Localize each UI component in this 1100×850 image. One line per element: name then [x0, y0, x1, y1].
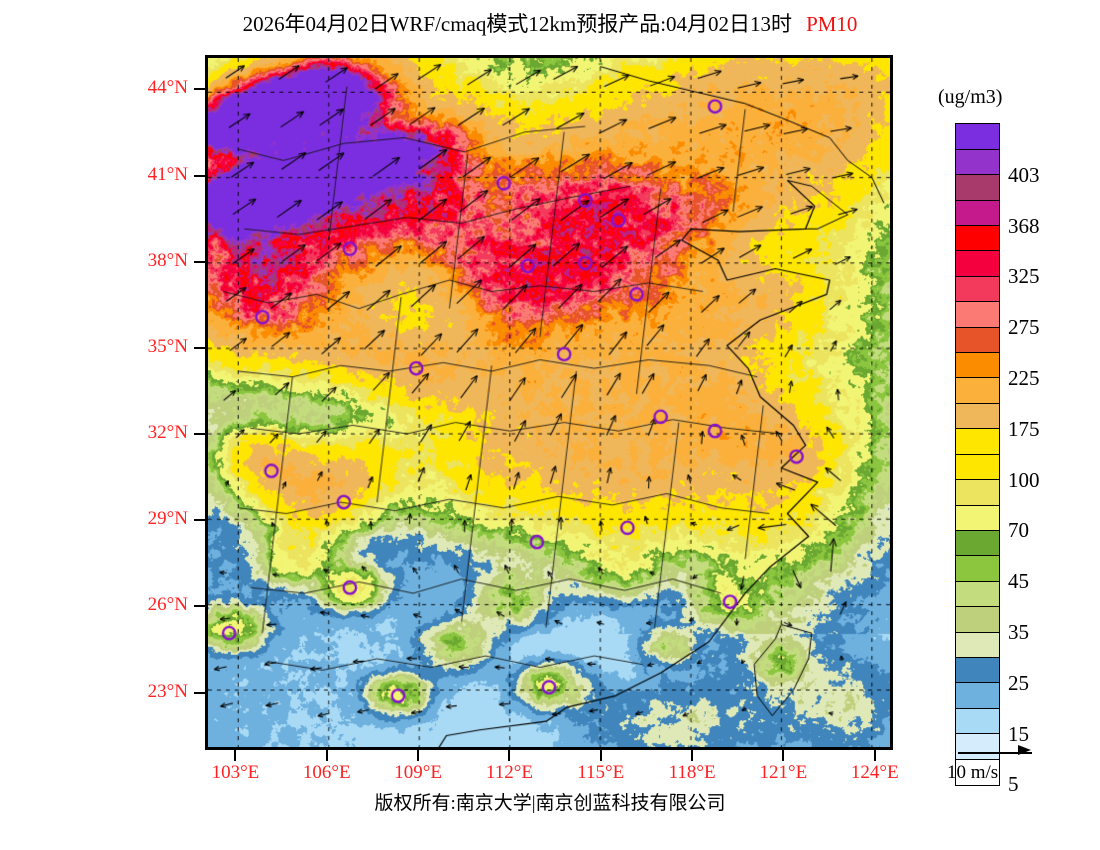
pm10-concentration-map[interactable] — [208, 58, 890, 747]
colorbar-cell[interactable] — [955, 529, 1000, 557]
colorbar-cell[interactable] — [955, 275, 1000, 303]
lat-tick — [194, 605, 205, 608]
lon-axis-label: 118°E — [668, 762, 716, 783]
lon-tick — [691, 750, 694, 761]
colorbar-cell[interactable] — [955, 733, 1000, 761]
colorbar-tick-label: 15 — [1008, 721, 1029, 746]
colorbar-cell[interactable] — [955, 631, 1000, 659]
colorbar-cell[interactable] — [955, 479, 1000, 507]
colorbar-cell[interactable] — [955, 758, 1000, 786]
colorbar-cell[interactable] — [955, 326, 1000, 354]
lat-tick — [194, 260, 205, 263]
colorbar-cell[interactable] — [955, 402, 1000, 430]
colorbar-cell[interactable] — [955, 250, 1000, 278]
colorbar-tick-label: 403 — [1008, 162, 1040, 187]
colorbar-cell[interactable] — [955, 148, 1000, 176]
lon-axis-label: 106°E — [302, 762, 351, 783]
colorbar-tick-label: 25 — [1008, 670, 1029, 695]
lon-axis-label: 115°E — [577, 762, 625, 783]
colorbar-tick-label: 5 — [1008, 772, 1019, 797]
colorbar-cell[interactable] — [955, 174, 1000, 202]
colorbar-cell[interactable] — [955, 301, 1000, 329]
title-pollutant-label: PM10 — [806, 12, 858, 36]
lat-axis-label: 35°N — [147, 335, 188, 357]
colorbar[interactable] — [955, 123, 1000, 786]
lon-tick — [508, 750, 511, 761]
colorbar-cell[interactable] — [955, 606, 1000, 634]
lat-axis-label: 44°N — [147, 77, 188, 99]
colorbar-cell[interactable] — [955, 352, 1000, 380]
lat-axis-label: 26°N — [147, 594, 188, 616]
colorbar-cell[interactable] — [955, 428, 1000, 456]
colorbar-cell[interactable] — [955, 199, 1000, 227]
colorbar-tick-label: 225 — [1008, 366, 1040, 390]
lon-tick — [325, 750, 328, 761]
copyright-notice: 版权所有:南京大学|南京创蓝科技有限公司 — [374, 793, 726, 814]
lon-tick — [873, 750, 876, 761]
lon-axis-label: 103°E — [211, 762, 260, 783]
lon-axis-label: 112°E — [485, 762, 533, 783]
colorbar-tick-label: 325 — [1008, 264, 1040, 289]
colorbar-cell[interactable] — [955, 453, 1000, 481]
colorbar-cell[interactable] — [955, 656, 1000, 684]
wind-scale-arrow-shaft — [958, 752, 1032, 754]
lat-tick — [194, 88, 205, 91]
lat-tick — [194, 433, 205, 436]
colorbar-cell[interactable] — [955, 682, 1000, 710]
colorbar-tick-label: 368 — [1008, 213, 1040, 238]
colorbar-tick-label: 175 — [1008, 416, 1040, 441]
lon-tick — [234, 750, 237, 761]
colorbar-tick-label: 275 — [1008, 315, 1040, 340]
colorbar-tick-label: 45 — [1008, 569, 1029, 594]
page-title: 2026年04月02日WRF/cmaq模式12km预报产品:04月02日13时 P… — [0, 8, 1100, 38]
title-main-text: 2026年04月02日WRF/cmaq模式12km预报产品:04月02日13时 — [242, 12, 793, 36]
lat-tick — [194, 519, 205, 522]
colorbar-cell[interactable] — [955, 123, 1000, 151]
lon-tick — [782, 750, 785, 761]
lat-axis-label: 41°N — [147, 163, 188, 185]
lon-tick — [417, 750, 420, 761]
colorbar-tick-label: 35 — [1008, 620, 1029, 644]
colorbar-cell[interactable] — [955, 580, 1000, 608]
lon-axis-label: 109°E — [394, 762, 442, 783]
lon-axis-label: 121°E — [759, 762, 808, 783]
colorbar-cell[interactable] — [955, 555, 1000, 583]
lat-tick — [194, 174, 205, 177]
colorbar-tick-label: 70 — [1008, 518, 1029, 543]
colorbar-unit-label: (ug/m3) — [938, 86, 1003, 108]
lon-tick — [599, 750, 602, 761]
lat-tick — [194, 691, 205, 694]
colorbar-tick-label: 100 — [1008, 467, 1040, 492]
lat-axis-label: 23°N — [147, 680, 188, 702]
colorbar-cell[interactable] — [955, 225, 1000, 253]
lon-axis-label: 124°E — [850, 762, 899, 783]
lat-axis-label: 38°N — [147, 249, 188, 271]
colorbar-cell[interactable] — [955, 707, 1000, 735]
colorbar-cell[interactable] — [955, 504, 1000, 532]
lat-axis-label: 32°N — [147, 422, 188, 444]
lat-tick — [194, 346, 205, 349]
colorbar-cell[interactable] — [955, 377, 1000, 405]
wind-scale-arrow-head-icon — [1018, 745, 1031, 755]
lat-axis-label: 29°N — [147, 508, 188, 530]
wind-scale-label: 10 m/s — [947, 762, 999, 783]
forecast-map-plot[interactable] — [205, 55, 893, 750]
